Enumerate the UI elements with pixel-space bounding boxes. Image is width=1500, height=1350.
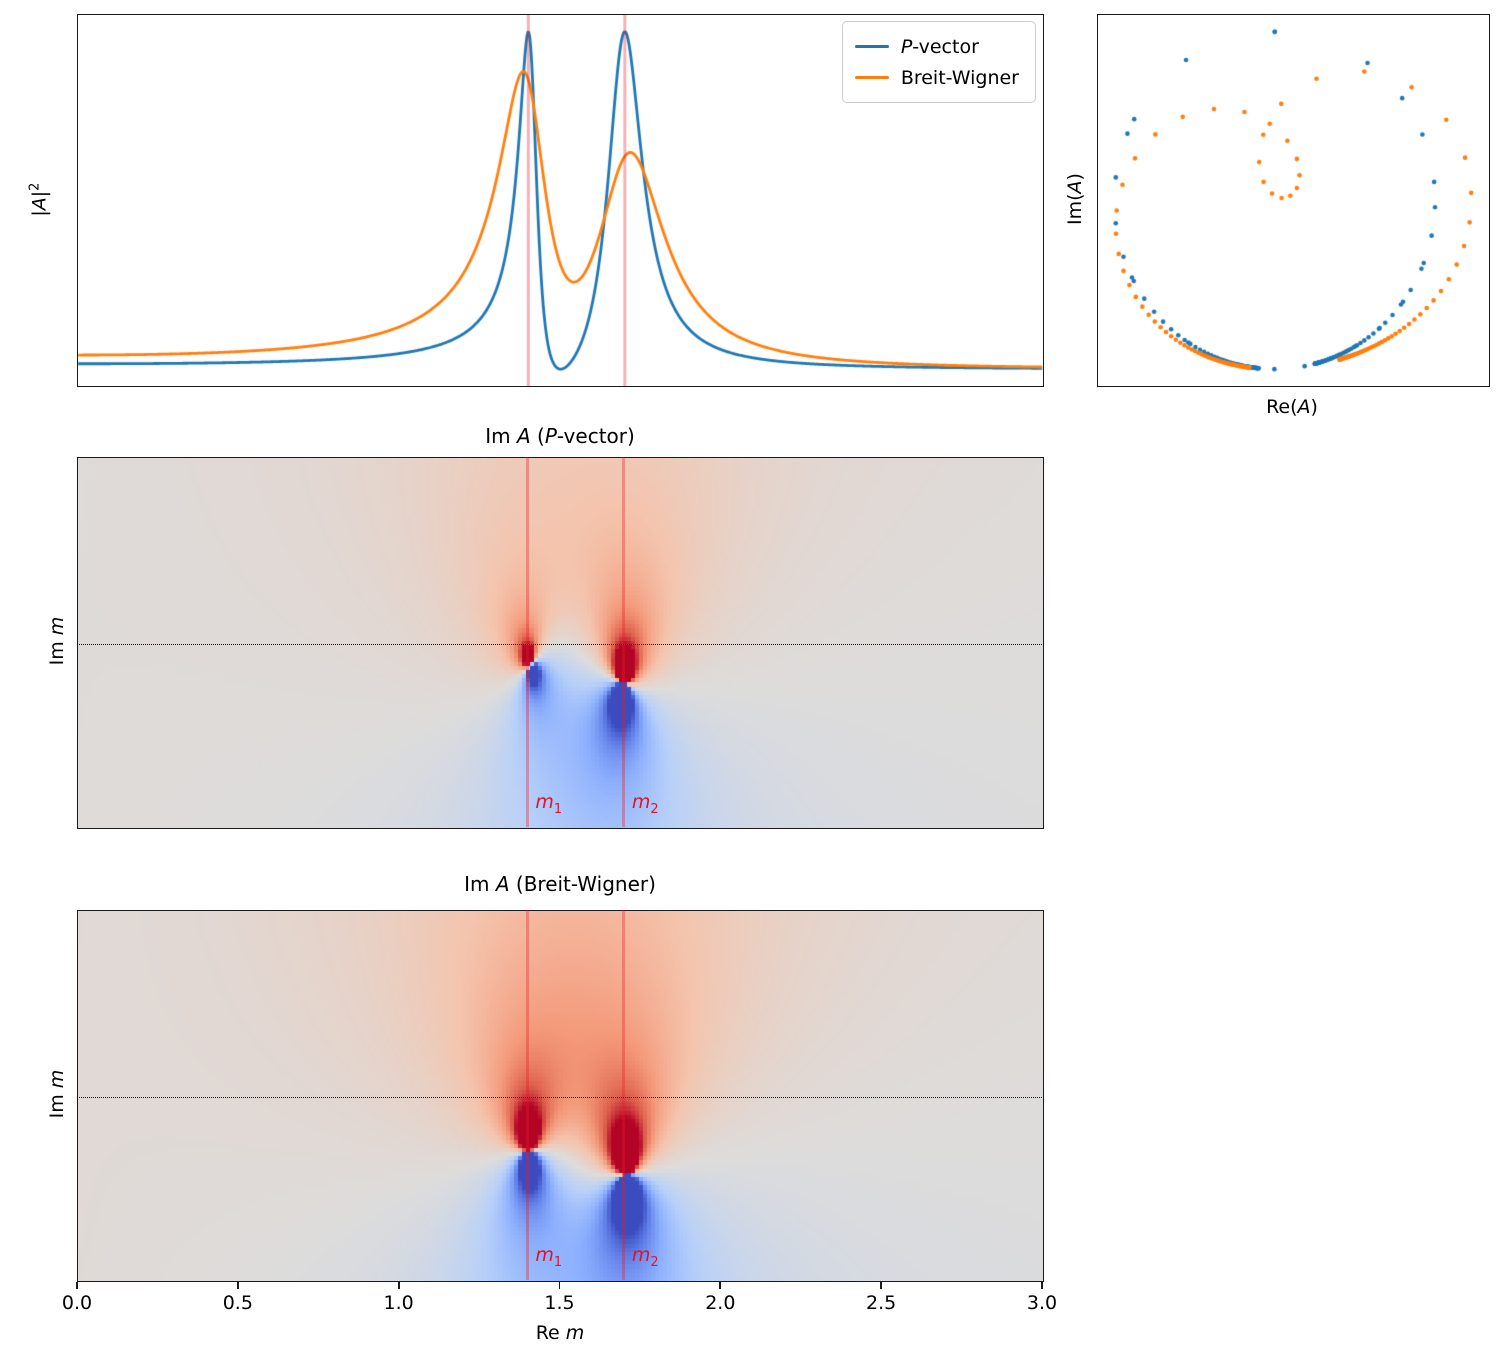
x-tick-mark	[76, 1282, 78, 1289]
pole-mass-label: m1	[535, 1244, 563, 1270]
x-tick-label: 2.0	[705, 1292, 736, 1314]
x-tick-label: 0.0	[61, 1292, 93, 1314]
bw-heatmap-canvas	[78, 911, 1043, 1281]
pvector-heatmap-canvas	[78, 458, 1043, 828]
resonance-mass-line	[622, 910, 626, 1280]
legend-label-breit-wigner: Breit-Wigner	[900, 66, 1019, 89]
im-a-pvector-heatmap	[77, 457, 1044, 829]
bw-map-ylabel: Im m	[46, 1069, 68, 1119]
argand-canvas	[1098, 15, 1489, 386]
legend-label-p-vector: P-vector	[900, 35, 979, 58]
p-vector-line-swatch	[854, 44, 889, 49]
pole-mass-label: m2	[631, 1244, 659, 1270]
resonance-mass-line	[622, 457, 626, 827]
im-m-zero-line	[77, 1096, 1042, 1098]
x-tick-mark	[397, 1282, 400, 1289]
breit-wigner-line-swatch	[854, 75, 889, 80]
resonance-mass-line	[525, 910, 529, 1280]
x-tick-label: 1.0	[383, 1292, 414, 1314]
pole-mass-label: m1	[535, 791, 563, 817]
bw-map-title: Im A (Breit-Wigner)	[464, 872, 656, 896]
x-tick-label: 0.5	[222, 1292, 253, 1314]
x-tick-mark	[1041, 1282, 1043, 1289]
im-m-zero-line	[77, 643, 1042, 645]
pvector-map-ylabel: Im m	[46, 616, 68, 666]
argand-plot	[1097, 14, 1490, 387]
pvector-map-title: Im A (P-vector)	[485, 424, 635, 448]
legend-item-p-vector: P-vector	[854, 31, 1019, 62]
argand-ylabel: Im(A)	[1064, 173, 1086, 225]
intensity-ylabel: |A|2	[27, 182, 51, 217]
legend-item-breit-wigner: Breit-Wigner	[854, 62, 1019, 93]
x-tick-mark	[236, 1282, 239, 1289]
x-tick-mark	[719, 1282, 722, 1289]
x-axis-label: Re m	[535, 1322, 585, 1344]
resonance-mass-line	[525, 457, 529, 827]
x-tick-label: 2.5	[866, 1292, 897, 1314]
x-tick-mark	[880, 1282, 883, 1289]
pole-mass-label: m2	[631, 791, 659, 817]
x-tick-label: 1.5	[544, 1292, 575, 1314]
x-tick-label: 3.0	[1026, 1292, 1058, 1314]
legend: P-vector Breit-Wigner	[841, 21, 1036, 103]
im-a-breit-wigner-heatmap	[77, 910, 1044, 1282]
x-tick-mark	[558, 1282, 561, 1289]
intensity-plot: P-vector Breit-Wigner	[77, 14, 1044, 387]
argand-xlabel: Re(A)	[1266, 396, 1318, 418]
